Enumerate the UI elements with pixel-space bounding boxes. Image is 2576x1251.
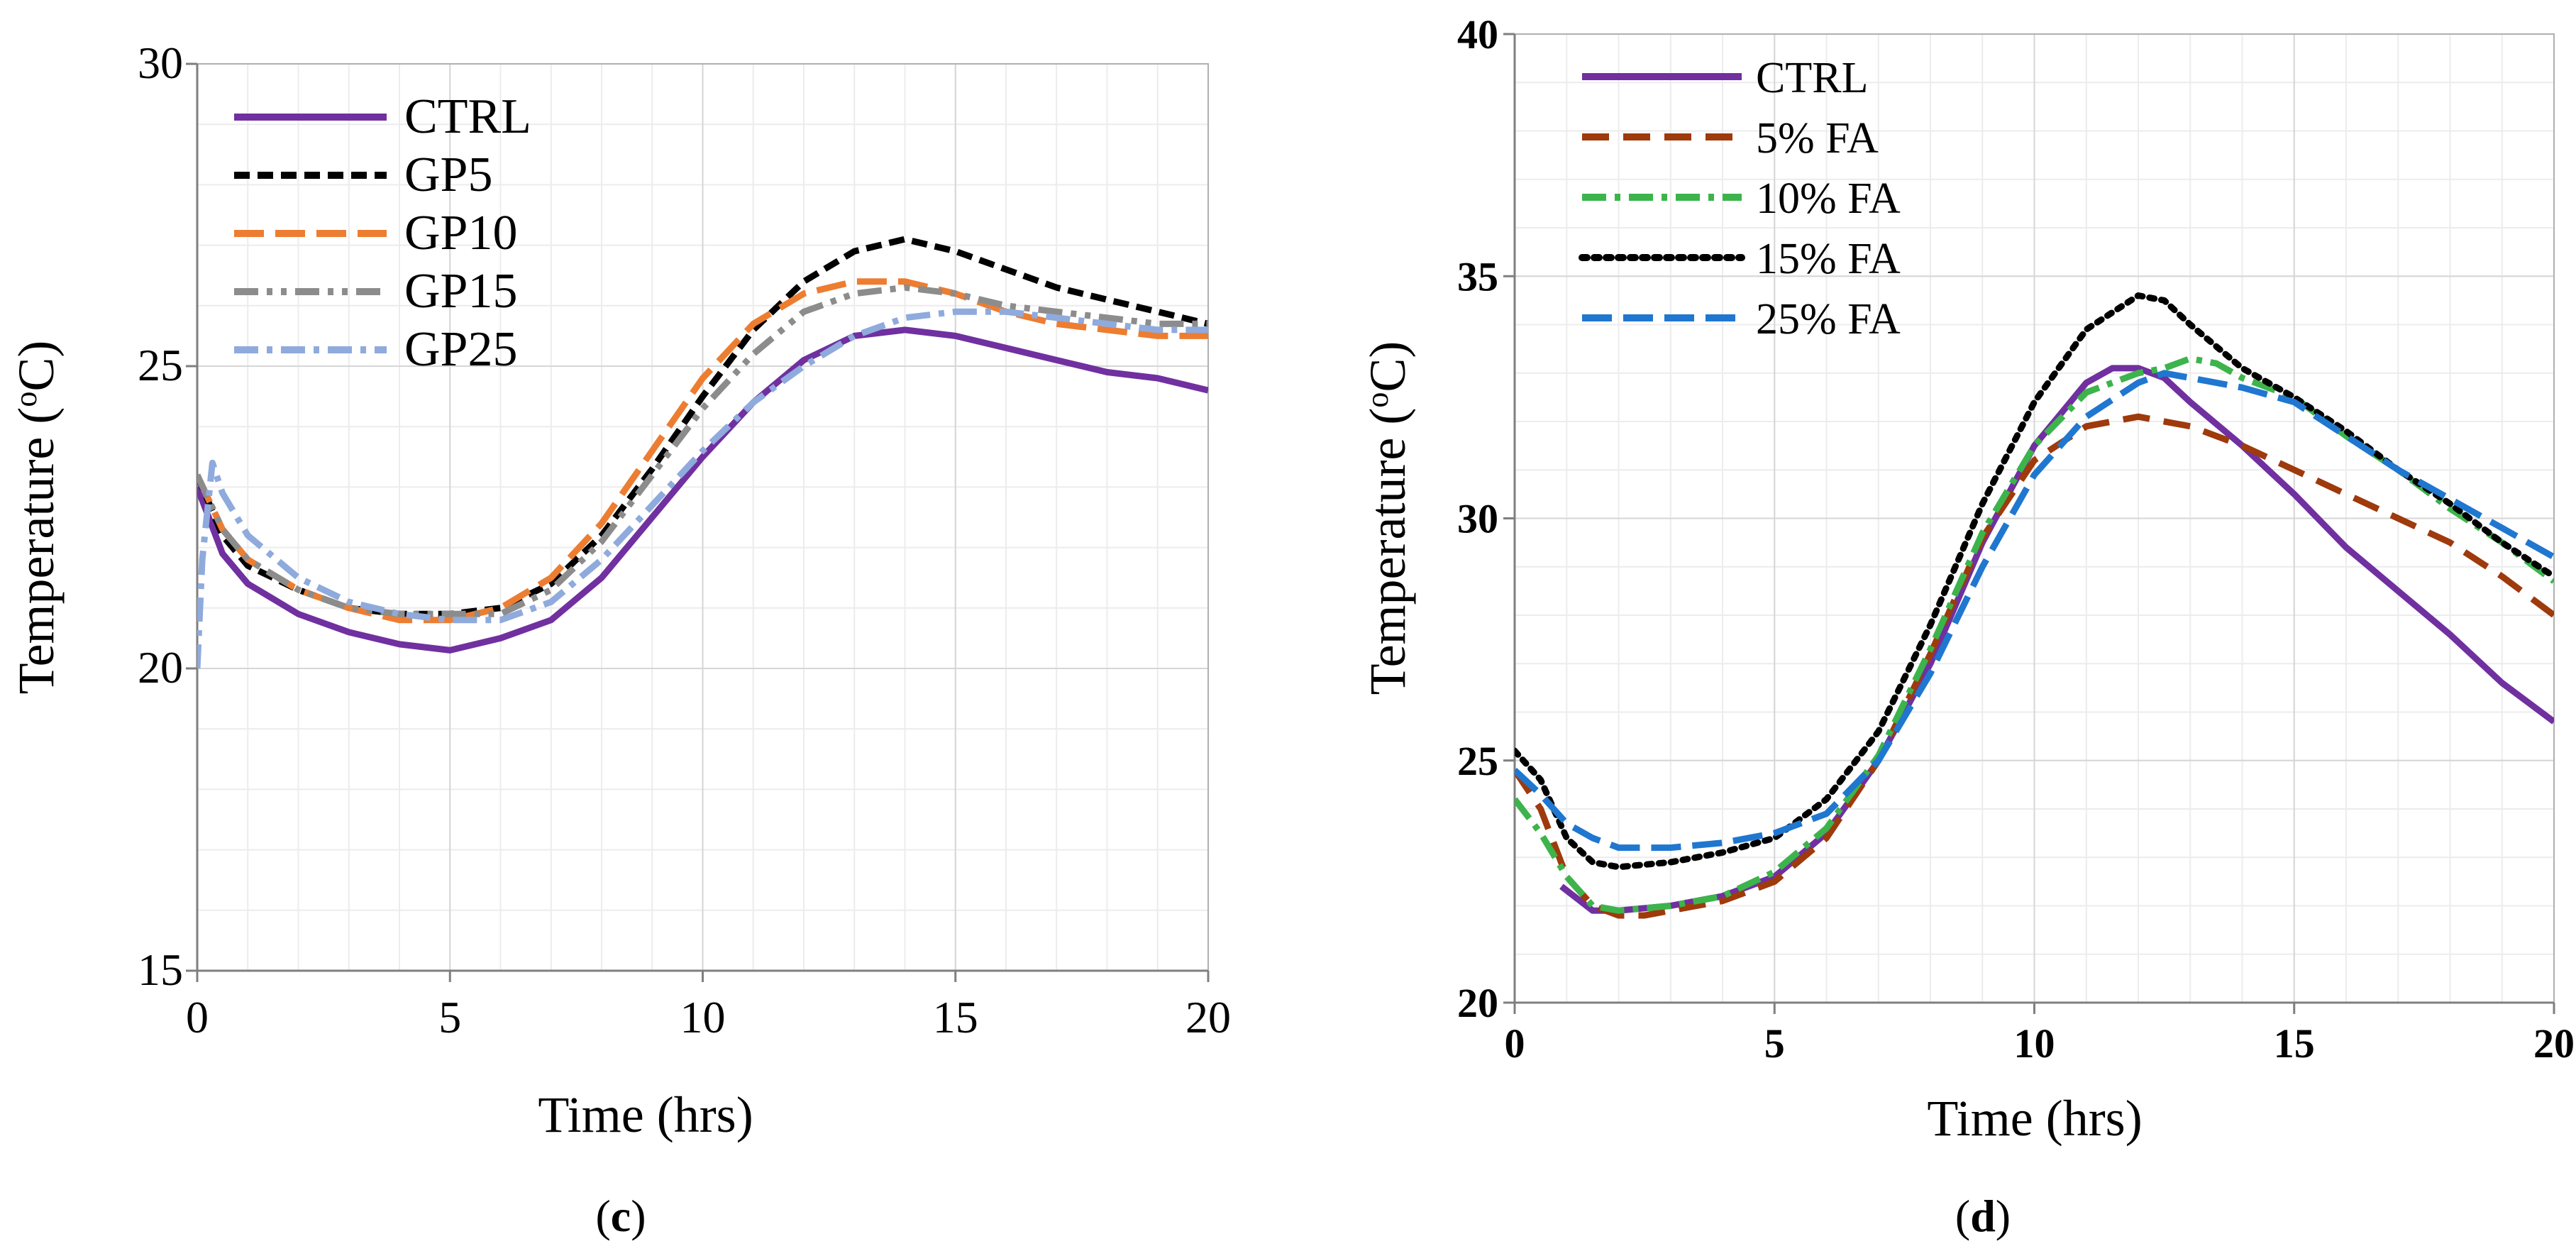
grid-c — [197, 63, 1209, 971]
ticks-d: 0 5 10 15 20 20 25 30 35 40 — [1457, 11, 2575, 1067]
legend-label-c-gp15: GP15 — [404, 264, 517, 319]
x-tick-label-d: 10 — [2014, 1020, 2055, 1067]
ticks-c: 0 5 10 15 20 15 20 25 30 — [138, 38, 1231, 1042]
series-line-d-ctrl — [1559, 365, 2554, 914]
x-tick-label-c: 0 — [186, 992, 209, 1042]
y-axis-title-c: Temperature (oC) — [8, 341, 65, 695]
y-axis-title-d: Temperature (oC) — [1359, 341, 1416, 695]
y-tick-label-c: 20 — [138, 642, 183, 693]
series-line-d-15-fa — [1515, 292, 2554, 871]
x-tick-label-d: 20 — [2533, 1020, 2575, 1067]
legend-label-c-gp10: GP10 — [404, 206, 517, 260]
y-tick-label-d: 35 — [1457, 253, 1498, 299]
legend-label-d-25-fa: 25% FA — [1756, 295, 1901, 343]
x-axis-title-c: Time (hrs) — [538, 1086, 753, 1143]
legend-label-d-15-fa: 15% FA — [1756, 235, 1901, 283]
legend-label-d-10-fa: 10% FA — [1756, 175, 1901, 223]
y-tick-label-d: 30 — [1457, 496, 1498, 542]
x-tick-label-c: 5 — [438, 992, 461, 1042]
legend-label-c-gp25: GP25 — [404, 322, 517, 377]
legend-label-c-gp5: GP5 — [404, 148, 492, 202]
caption-d: (d) — [1955, 1191, 2011, 1241]
y-tick-label-c: 15 — [138, 944, 183, 995]
legend-label-d-ctrl: CTRL — [1756, 54, 1868, 102]
series-line-c-ctrl — [197, 326, 1208, 654]
panel-d: 0 5 10 15 20 20 25 30 35 40 CTRL 5% FA 10% FA 15% FA… — [1359, 11, 2575, 1241]
series-line-d-10-fa — [1515, 355, 2554, 914]
series-line-c-gp15 — [197, 284, 1208, 617]
y-tick-label-d: 40 — [1457, 11, 1498, 57]
y-tick-label-d: 20 — [1457, 980, 1498, 1026]
y-tick-label-c: 30 — [138, 38, 183, 88]
series-c — [197, 236, 1208, 669]
series-d — [1515, 292, 2554, 919]
x-tick-label-d: 5 — [1764, 1020, 1785, 1067]
y-tick-label-c: 25 — [138, 340, 183, 390]
x-tick-label-d: 15 — [2274, 1020, 2315, 1067]
legend-label-c-ctrl: CTRL — [404, 89, 531, 144]
x-tick-label-c: 20 — [1185, 992, 1231, 1042]
series-line-d-25-fa — [1515, 370, 2554, 852]
x-axis-title-d: Time (hrs) — [1927, 1090, 2142, 1147]
y-tick-label-d: 25 — [1457, 738, 1498, 784]
legend-d: CTRL 5% FA 10% FA 15% FA 25% FA — [1579, 54, 1901, 343]
series-line-c-gp25 — [197, 308, 1208, 669]
x-tick-label-c: 15 — [933, 992, 978, 1042]
series-line-d-5-fa — [1515, 413, 2554, 919]
legend-label-d-5-fa: 5% FA — [1756, 114, 1879, 162]
x-tick-label-d: 0 — [1505, 1020, 1525, 1067]
caption-c: (c) — [595, 1191, 646, 1241]
x-tick-label-c: 10 — [680, 992, 726, 1042]
